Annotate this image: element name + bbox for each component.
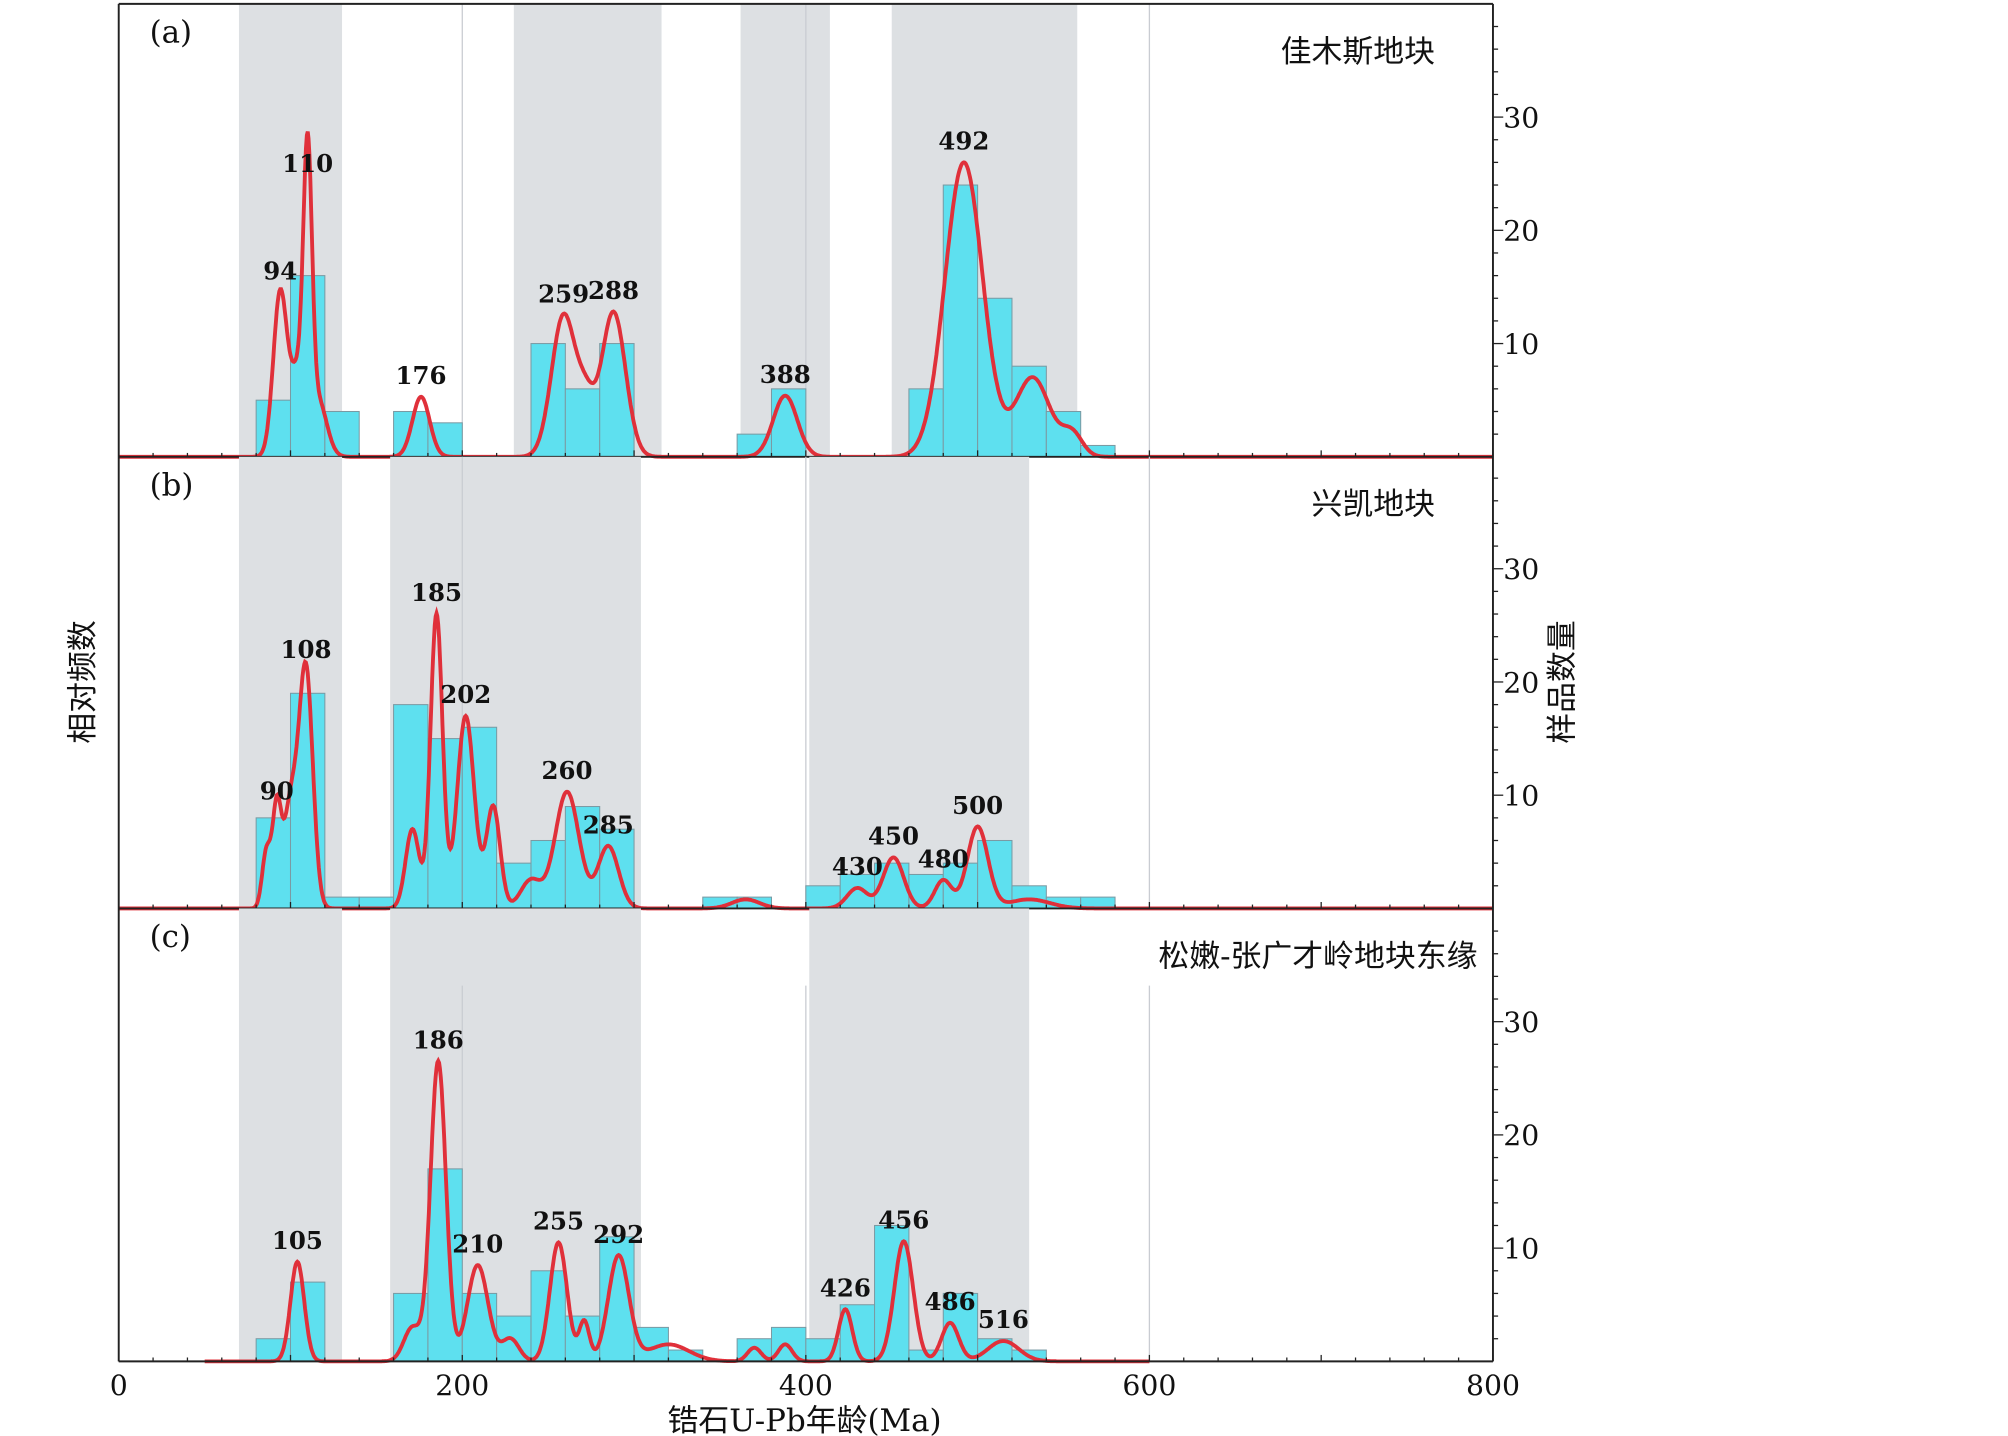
x-tick-label: 600 (1122, 1369, 1176, 1402)
y-tick-label: 30 (1503, 1006, 1539, 1039)
histogram-bar (1011, 885, 1047, 909)
histogram-bar (289, 275, 326, 458)
x-axis-label: 锆石U-Pb年龄(Ma) (668, 1403, 942, 1436)
peak-label: 110 (282, 149, 333, 178)
peak-label: 202 (440, 680, 491, 709)
peak-label: 492 (938, 127, 989, 156)
histogram-bar (874, 1224, 910, 1362)
peak-label: 94 (263, 257, 297, 286)
peak-label: 108 (280, 635, 331, 664)
y-tick-label: 20 (1503, 1119, 1539, 1152)
panel-title: 兴凯地块 (1312, 487, 1436, 523)
panel-label: (c) (150, 919, 191, 955)
histogram-bar (530, 839, 566, 909)
peak-label: 288 (588, 276, 639, 305)
histogram-bar (942, 184, 979, 458)
panel-label: (b) (150, 467, 194, 503)
x-tick-label: 200 (435, 1369, 489, 1402)
histogram-bar (255, 399, 292, 458)
peak-label: 176 (396, 361, 447, 390)
y-tick-label: 20 (1503, 215, 1539, 248)
y-tick-label: 30 (1503, 553, 1539, 586)
histogram-bar (839, 873, 876, 909)
histogram-bar (461, 726, 498, 909)
peak-label: 185 (411, 578, 462, 607)
peak-label: 90 (260, 776, 294, 805)
y-axis-left-label: 相对频数 (65, 620, 101, 744)
peak-label: 388 (760, 360, 811, 389)
histogram-bar (393, 704, 429, 909)
peak-label: 260 (542, 756, 593, 785)
peak-label: 210 (452, 1229, 503, 1258)
peak-label: 105 (272, 1226, 323, 1255)
histogram-bar (564, 388, 601, 458)
peak-label: 500 (952, 791, 1003, 820)
y-tick-label: 10 (1503, 779, 1539, 812)
peak-label: 255 (533, 1207, 584, 1236)
peak-label: 450 (868, 822, 919, 851)
peak-label: 430 (832, 852, 883, 881)
histogram-bar (942, 1292, 979, 1362)
age-band (809, 456, 1030, 909)
y-tick-label: 30 (1503, 101, 1539, 134)
panel-title: 佳木斯地块 (1281, 34, 1435, 70)
peak-label: 259 (538, 279, 589, 308)
y-tick-label: 10 (1503, 328, 1539, 361)
panel-title: 松嫩-张广才岭地块东缘 (1158, 938, 1477, 974)
peak-label: 480 (918, 844, 969, 873)
y-tick-label: 10 (1503, 1232, 1539, 1265)
peak-label: 486 (925, 1287, 976, 1316)
y-axis-right-label: 样品数量 (1545, 620, 1581, 744)
x-tick-label: 0 (110, 1369, 128, 1402)
histogram-bar (977, 839, 1013, 909)
age-band (809, 908, 1030, 1362)
peak-label: 285 (583, 810, 634, 839)
y-tick-label: 20 (1503, 666, 1539, 699)
peak-label: 426 (820, 1273, 871, 1302)
x-tick-label: 800 (1466, 1369, 1520, 1402)
peak-label: 516 (978, 1305, 1029, 1334)
peak-label: 456 (878, 1205, 929, 1234)
x-tick-label: 400 (779, 1369, 833, 1402)
panel-label: (a) (150, 14, 193, 50)
peak-label: 292 (593, 1220, 644, 1249)
peak-label: 186 (413, 1025, 464, 1054)
age-band (740, 3, 830, 457)
